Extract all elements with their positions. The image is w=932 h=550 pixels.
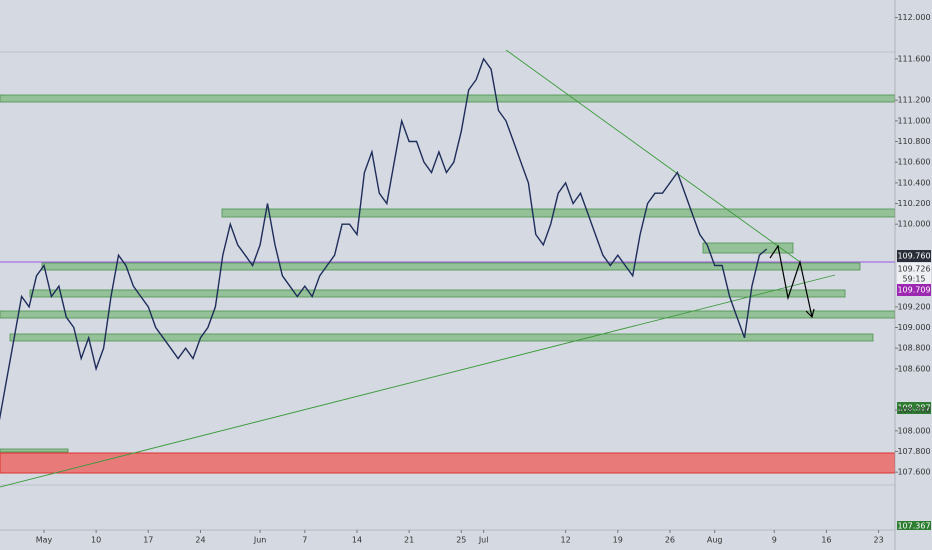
zone	[0, 94, 896, 103]
x-tick-label: 19	[613, 536, 623, 545]
y-tick-label: 110.200	[897, 199, 930, 208]
x-tick-label: 14	[352, 536, 362, 545]
zone	[29, 289, 846, 298]
x-tick-label: 24	[195, 536, 205, 545]
y-tick-label: 109.200	[897, 302, 930, 311]
price-tag-text: 107.367	[897, 522, 930, 531]
y-tick-label: 111.200	[897, 96, 930, 105]
y-tick-label: 108.800	[897, 344, 930, 353]
x-tick-label: 16	[821, 536, 831, 545]
red-zone	[0, 452, 896, 474]
projection-arrow	[769, 244, 813, 318]
price-tag	[897, 250, 931, 262]
y-tick-label: 110.000	[897, 220, 930, 229]
x-tick-label: 12	[561, 536, 571, 545]
price-tag-text: 109.760	[897, 252, 930, 261]
arrow-head	[805, 308, 815, 319]
zone	[0, 310, 896, 319]
price-tag-text: 109.726	[897, 265, 930, 274]
y-tick-label: 110.800	[897, 137, 930, 146]
y-tick-label: 111.000	[897, 116, 930, 125]
zone	[41, 262, 861, 271]
countdown: 59:15	[902, 275, 925, 284]
x-tick-label: 26	[665, 536, 675, 545]
x-tick-label: 23	[874, 536, 884, 545]
price-tag	[897, 284, 931, 296]
zone	[221, 208, 896, 218]
trendline	[505, 49, 801, 263]
price-tag-text: 109.709	[897, 286, 930, 295]
x-tick-label: 21	[404, 536, 414, 545]
x-tick-label: 10	[91, 536, 101, 545]
zone	[702, 242, 794, 254]
y-tick-label: 107.800	[897, 447, 930, 456]
x-tick-label: 17	[143, 536, 153, 545]
y-tick-label: 111.600	[897, 54, 930, 63]
y-tick-label: 110.400	[897, 178, 930, 187]
x-tick-label: 9	[772, 536, 777, 545]
x-tick-label: Aug	[707, 536, 723, 545]
y-tick-label: 107.600	[897, 468, 930, 477]
y-tick-label: 110.600	[897, 158, 930, 167]
zone	[9, 333, 874, 342]
price-tag	[897, 521, 931, 530]
x-tick-label: Jun	[253, 536, 267, 545]
x-tick-label: Jul	[478, 536, 489, 545]
price-tag	[897, 263, 931, 284]
x-tick-label: 7	[302, 536, 307, 545]
price-tag-text: 108.387	[897, 404, 930, 413]
y-tick-label: 108.200	[897, 406, 930, 415]
y-tick-label: 109.000	[897, 323, 930, 332]
price-tag	[897, 402, 931, 414]
y-tick-label: 112.000	[897, 13, 930, 22]
y-tick-label: 108.000	[897, 426, 930, 435]
zone	[0, 448, 69, 453]
x-tick-label: May	[36, 536, 53, 545]
x-tick-label: 25	[456, 536, 466, 545]
y-tick-label: 108.600	[897, 364, 930, 373]
price-line-series	[0, 57, 768, 421]
trendline	[0, 274, 836, 488]
